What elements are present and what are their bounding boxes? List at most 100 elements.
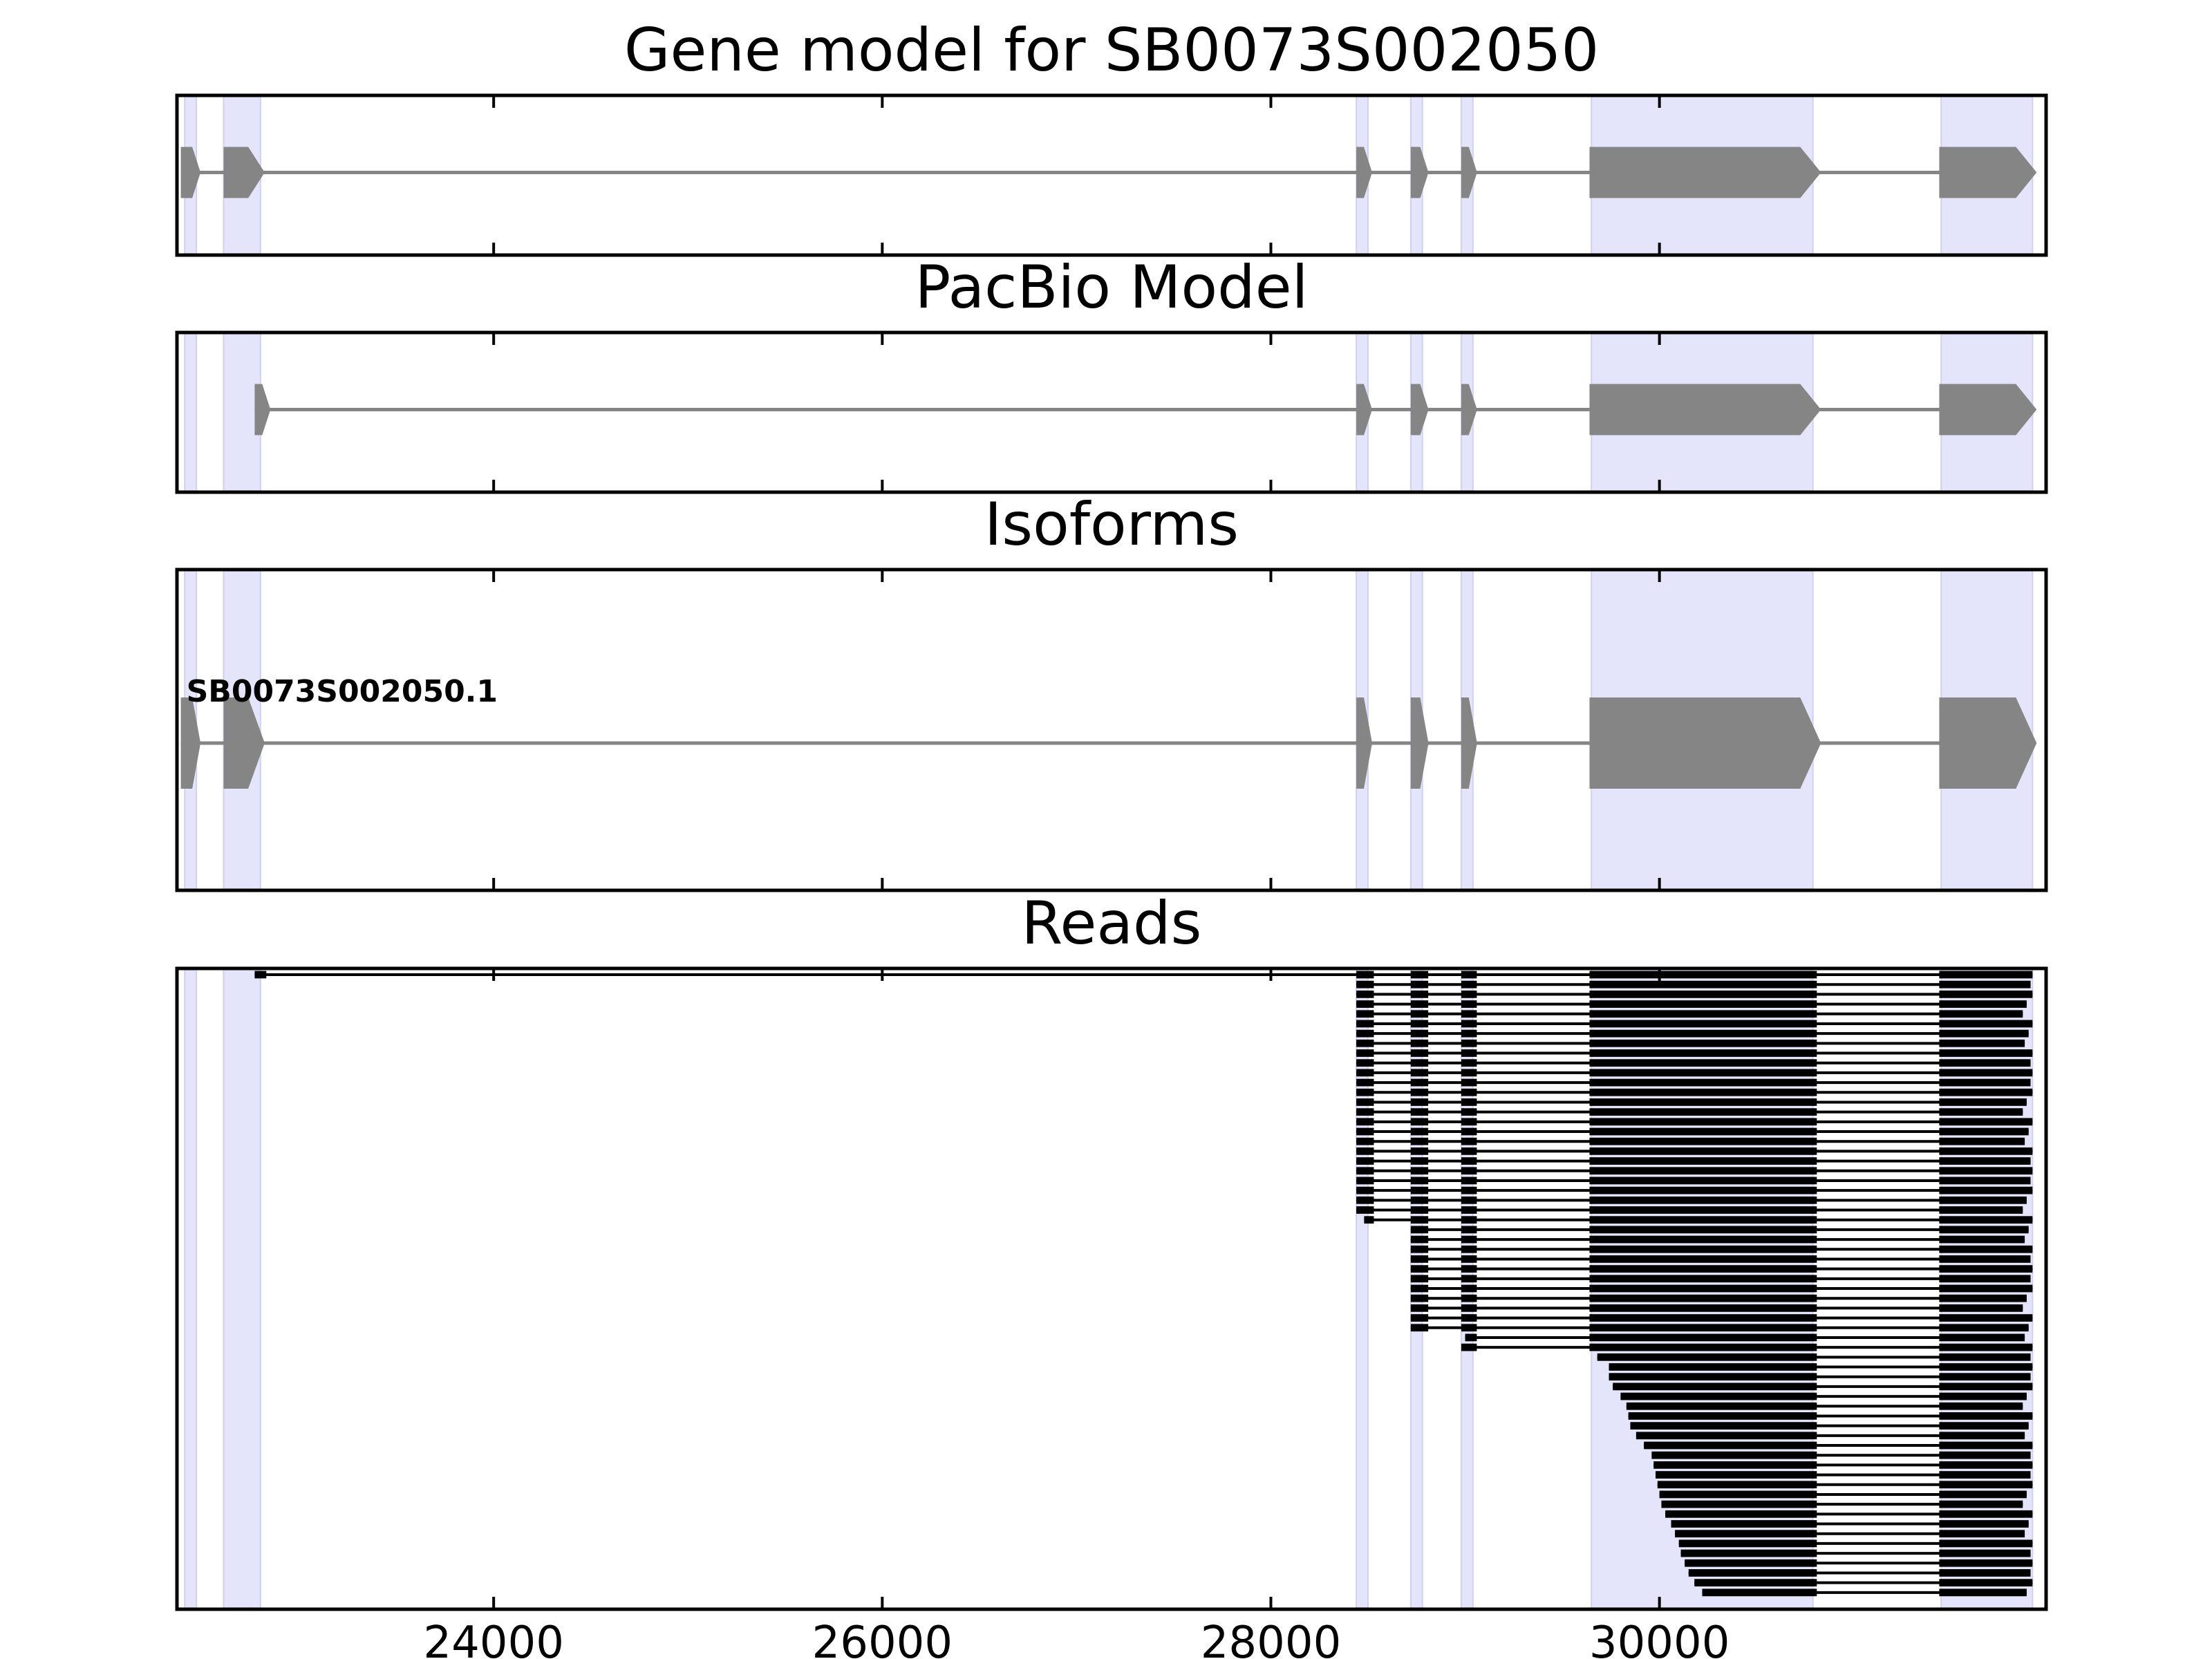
exon <box>1356 147 1373 198</box>
exon <box>1410 697 1429 789</box>
read-exon <box>1589 971 1817 979</box>
read-exon <box>1939 1265 2033 1273</box>
read-exon <box>1939 1235 2025 1244</box>
read-exon <box>1356 1059 1374 1067</box>
read-exon <box>1939 980 2031 988</box>
read-exon <box>1410 1108 1429 1116</box>
exon <box>180 147 201 198</box>
read-exon <box>1661 1500 1817 1508</box>
read-exon <box>1589 1294 1817 1302</box>
read-exon <box>1410 1216 1429 1224</box>
read-exon <box>1589 1039 1817 1047</box>
read-exon <box>254 971 267 979</box>
read-exon <box>1589 1196 1817 1204</box>
read-exon <box>1461 1069 1477 1077</box>
read-exon <box>1410 1010 1429 1018</box>
read-exon <box>1939 1255 2031 1263</box>
read-exon <box>1589 1118 1817 1126</box>
read-exon <box>1410 990 1429 998</box>
read-exon <box>1410 1020 1429 1028</box>
read-exon <box>1461 1284 1477 1293</box>
read-exon <box>1589 990 1817 998</box>
read-exon <box>1356 1177 1374 1185</box>
read-exon <box>1356 1147 1374 1155</box>
read-exon <box>1410 1226 1429 1234</box>
read-exon <box>1461 1010 1477 1018</box>
read-exon <box>1939 1304 2023 1312</box>
read-exon <box>1589 1245 1817 1253</box>
read-exon <box>1653 1461 1817 1469</box>
read-exon <box>1939 1206 2023 1214</box>
panel-frame <box>175 568 2048 892</box>
read-exon <box>1613 1382 1817 1391</box>
read-exon <box>1461 1216 1477 1224</box>
read-exon <box>1939 1245 2033 1253</box>
read-exon <box>1410 1294 1429 1302</box>
read-exon <box>1589 1304 1817 1312</box>
read-exon <box>1461 1029 1477 1038</box>
read-exon <box>1461 1245 1477 1253</box>
read-exon <box>1589 1069 1817 1077</box>
read-exon <box>1461 1177 1477 1185</box>
read-exon <box>1461 1314 1477 1322</box>
read-exon <box>1675 1530 1817 1538</box>
read-exon <box>1410 971 1429 979</box>
read-exon <box>1939 1167 2033 1175</box>
read-exon <box>1589 1020 1817 1028</box>
read-exon <box>1589 1157 1817 1165</box>
shaded-region <box>184 968 198 1610</box>
read-exon <box>1461 1196 1477 1204</box>
read-exon <box>1939 1471 2031 1479</box>
read-exon <box>1356 990 1374 998</box>
read-exon <box>1589 1029 1817 1038</box>
x-tick-label: 26000 <box>812 1618 953 1659</box>
read-exon <box>1665 1510 1817 1518</box>
read-exon <box>1589 1049 1817 1057</box>
panel-title: Reads <box>1022 889 1202 958</box>
panel-1: Gene model for SB0073S002050 <box>175 16 2048 257</box>
read-exon <box>1939 1049 2033 1057</box>
read-exon <box>1939 1275 2031 1283</box>
read-exon <box>1461 1039 1477 1047</box>
read-exon <box>1410 1088 1429 1096</box>
read-exon <box>1589 1314 1817 1322</box>
read-exon <box>1410 1235 1429 1244</box>
read-exon <box>1356 1196 1374 1204</box>
read-exon <box>1589 1108 1817 1116</box>
read-exon <box>1628 1412 1817 1420</box>
read-exon <box>1589 1284 1817 1293</box>
read-exon <box>1939 1382 2033 1391</box>
read-exon <box>1589 1255 1817 1263</box>
read-exon <box>1461 1127 1477 1136</box>
read-exon <box>1939 971 2033 979</box>
read-exon <box>1939 1588 2027 1597</box>
read-exon <box>1939 1118 2033 1126</box>
read-exon <box>1939 1294 2027 1302</box>
read-exon <box>1939 1039 2025 1047</box>
read-exon <box>1356 1000 1374 1008</box>
read-exon <box>1939 1520 2029 1528</box>
read-exon <box>1589 1147 1817 1155</box>
shaded-region <box>184 332 198 493</box>
read-exon <box>1461 1059 1477 1067</box>
read-exon <box>1410 1206 1429 1214</box>
read-exon <box>1939 1147 2033 1155</box>
read-exon <box>1356 1137 1374 1145</box>
read-exon <box>1589 1177 1817 1185</box>
read-exon <box>1939 1029 2029 1038</box>
read-exon <box>1589 1127 1817 1136</box>
read-exon <box>1589 1216 1817 1224</box>
read-exon <box>1356 1029 1374 1038</box>
read-exon <box>1939 1186 2033 1194</box>
read-exon <box>1589 1275 1817 1283</box>
read-exon <box>1461 980 1477 988</box>
read-exon <box>1364 1216 1374 1224</box>
exon <box>223 147 265 198</box>
read-exon <box>1410 1029 1429 1038</box>
read-exon <box>1939 1412 2033 1420</box>
read-exon <box>1356 971 1374 979</box>
read-exon <box>1589 980 1817 988</box>
read-exon <box>1461 971 1477 979</box>
panel-title: Gene model for SB0073S002050 <box>624 16 1599 85</box>
read-exon <box>1461 1020 1477 1028</box>
